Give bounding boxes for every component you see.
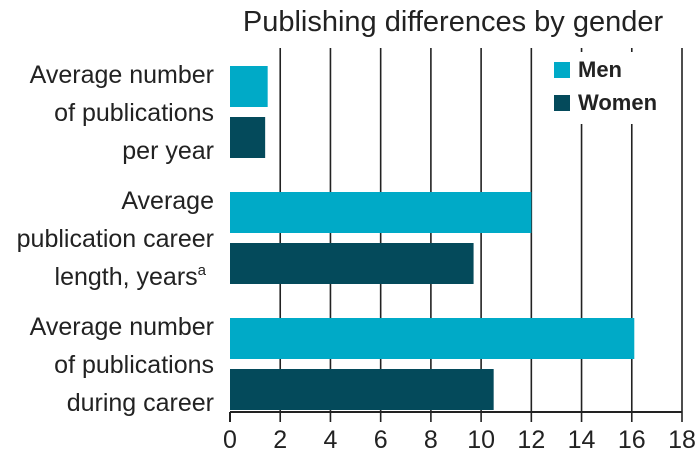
x-tick-label: 14 [568, 426, 596, 454]
x-tick-label: 16 [618, 426, 646, 454]
x-tick-label: 6 [374, 426, 388, 454]
x-tick-label: 4 [323, 426, 337, 454]
bars [230, 66, 635, 410]
x-tick-label: 12 [517, 426, 545, 454]
category-label-line: of publications [54, 99, 214, 127]
category-label-line: Average number [30, 61, 214, 89]
category-label-line: during career [67, 389, 214, 417]
category-label-line: of publications [54, 351, 214, 379]
x-tick-label: 8 [424, 426, 438, 454]
legend-swatch-men [554, 62, 570, 78]
category-labels: Average number of publications per yearAve… [17, 61, 214, 417]
legend-label-women: Women [578, 90, 657, 115]
x-tick-label: 2 [273, 426, 287, 454]
category-label-2: Average publication career length, yearsa [17, 187, 214, 291]
x-tick-label: 10 [467, 426, 495, 454]
x-tick-label: 18 [668, 426, 696, 454]
category-label-line: per year [122, 137, 214, 165]
bar-women-1 [230, 117, 266, 158]
bar-women-3 [230, 369, 494, 410]
bar-men-2 [230, 192, 532, 233]
category-label-line: length, years [55, 263, 198, 291]
category-label-3: Average number of publications during care… [30, 313, 214, 417]
bar-men-3 [230, 318, 635, 359]
bar-women-2 [230, 243, 474, 284]
category-label-superscript: a [198, 262, 207, 279]
category-label-1: Average number of publications per year [30, 61, 214, 165]
chart-title: Publishing differences by gender [243, 6, 664, 38]
legend: Men Women [544, 52, 676, 124]
x-tick-label: 0 [223, 426, 237, 454]
category-label-line: publication career [17, 225, 214, 253]
legend-label-men: Men [578, 57, 622, 82]
x-axis: 0 2 4 6 8 10 12 14 16 18 [223, 411, 696, 454]
category-label-line: Average number [30, 313, 214, 341]
bar-men-1 [230, 66, 268, 107]
category-label-line: Average [121, 187, 214, 215]
legend-swatch-women [554, 95, 570, 111]
